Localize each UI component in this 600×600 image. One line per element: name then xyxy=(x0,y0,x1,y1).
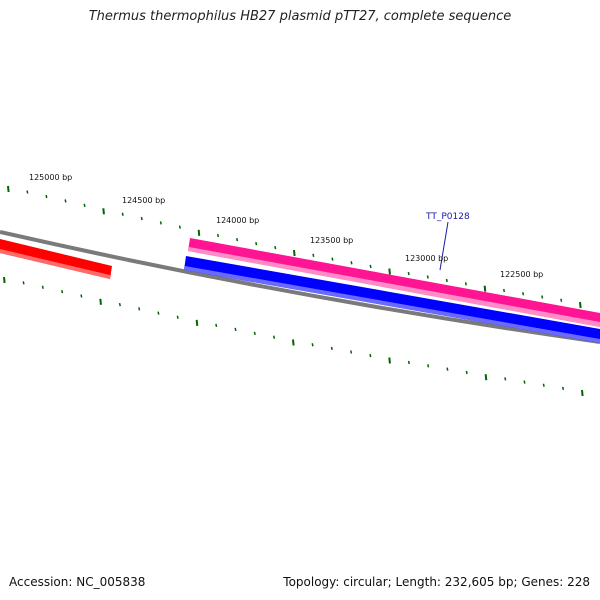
outer-minor-tick xyxy=(350,261,353,265)
outer-minor-tick xyxy=(560,298,563,302)
inner-minor-tick xyxy=(118,302,121,307)
inner-minor-tick xyxy=(542,383,545,387)
inner-minor-tick xyxy=(427,364,430,368)
outer-minor-tick xyxy=(64,199,67,203)
inner-major-tick xyxy=(195,319,199,326)
inner-minor-tick xyxy=(41,285,44,289)
outer-minor-tick xyxy=(274,245,277,250)
pink-gene-highlight xyxy=(188,247,600,327)
tick-label-123500: 123500 bp xyxy=(310,236,353,245)
outer-minor-tick xyxy=(312,253,315,257)
topology-summary: Topology: circular; Length: 232,605 bp; … xyxy=(283,575,590,589)
plasmid-backbone xyxy=(0,230,600,344)
outer-minor-tick xyxy=(445,278,448,283)
inner-major-tick xyxy=(3,276,6,284)
inner-minor-tick xyxy=(465,370,468,375)
outer-minor-tick xyxy=(369,264,372,269)
inner-minor-tick xyxy=(407,360,410,365)
gene-label-tt-p0128[interactable]: TT_P0128 xyxy=(425,212,470,222)
inner-major-tick xyxy=(292,339,295,346)
outer-minor-tick xyxy=(331,257,334,261)
tick-label-125000: 125000 bp xyxy=(29,173,72,182)
outer-major-tick xyxy=(7,185,10,193)
outer-minor-tick xyxy=(426,275,429,279)
outer-minor-tick xyxy=(26,190,29,194)
outer-minor-tick xyxy=(159,221,162,225)
outer-minor-tick xyxy=(45,194,48,199)
outer-minor-tick xyxy=(407,271,410,276)
inner-minor-tick xyxy=(561,386,565,391)
inner-minor-tick xyxy=(523,380,526,384)
inner-major-tick xyxy=(99,298,102,305)
outer-minor-tick xyxy=(83,203,86,208)
outer-major-tick xyxy=(388,268,391,275)
blue-gene-highlight xyxy=(184,266,600,343)
outer-major-tick xyxy=(102,208,105,215)
inner-minor-tick xyxy=(215,323,218,328)
outer-minor-tick xyxy=(522,292,525,296)
inner-minor-tick xyxy=(157,311,160,315)
inner-minor-tick xyxy=(253,331,256,335)
inner-minor-tick xyxy=(350,350,353,354)
outer-minor-tick xyxy=(216,233,220,238)
inner-major-tick xyxy=(484,374,488,381)
inner-minor-tick xyxy=(369,353,372,358)
red-gene-highlight xyxy=(0,249,110,279)
outer-minor-tick xyxy=(140,216,143,221)
inner-minor-tick xyxy=(176,315,179,319)
inner-major-tick xyxy=(581,389,584,397)
outer-minor-tick xyxy=(178,225,181,229)
outer-major-tick xyxy=(293,249,296,257)
inner-minor-tick xyxy=(272,335,276,339)
tick-label-124000: 124000 bp xyxy=(216,216,259,225)
outer-tick-marks xyxy=(7,185,582,309)
outer-minor-tick xyxy=(541,295,544,299)
outer-major-tick xyxy=(197,229,201,236)
outer-major-tick xyxy=(483,285,487,292)
inner-minor-tick xyxy=(61,290,64,294)
inner-minor-tick xyxy=(446,367,449,371)
inner-minor-tick xyxy=(234,327,237,332)
inner-tick-marks xyxy=(3,276,584,397)
inner-minor-tick xyxy=(311,343,314,347)
tick-label-124500: 124500 bp xyxy=(122,196,165,205)
outer-major-tick xyxy=(579,301,582,309)
inner-minor-tick xyxy=(138,307,141,311)
map-title: Thermus thermophilus HB27 plasmid pTT27,… xyxy=(88,9,512,24)
outer-minor-tick xyxy=(121,212,124,216)
outer-minor-tick xyxy=(255,241,258,246)
inner-minor-tick xyxy=(22,281,25,285)
inner-minor-tick xyxy=(504,377,507,381)
outer-minor-tick xyxy=(502,288,506,293)
tick-label-122500: 122500 bp xyxy=(500,270,543,279)
gene-label-pointer xyxy=(439,221,449,271)
tick-label-123000: 123000 bp xyxy=(405,254,448,263)
inner-major-tick xyxy=(388,357,391,364)
inner-minor-tick xyxy=(80,294,83,298)
outer-minor-tick xyxy=(464,282,467,286)
outer-minor-tick xyxy=(236,237,239,242)
accession-label: Accession: NC_005838 xyxy=(9,575,146,589)
inner-minor-tick xyxy=(330,346,333,351)
